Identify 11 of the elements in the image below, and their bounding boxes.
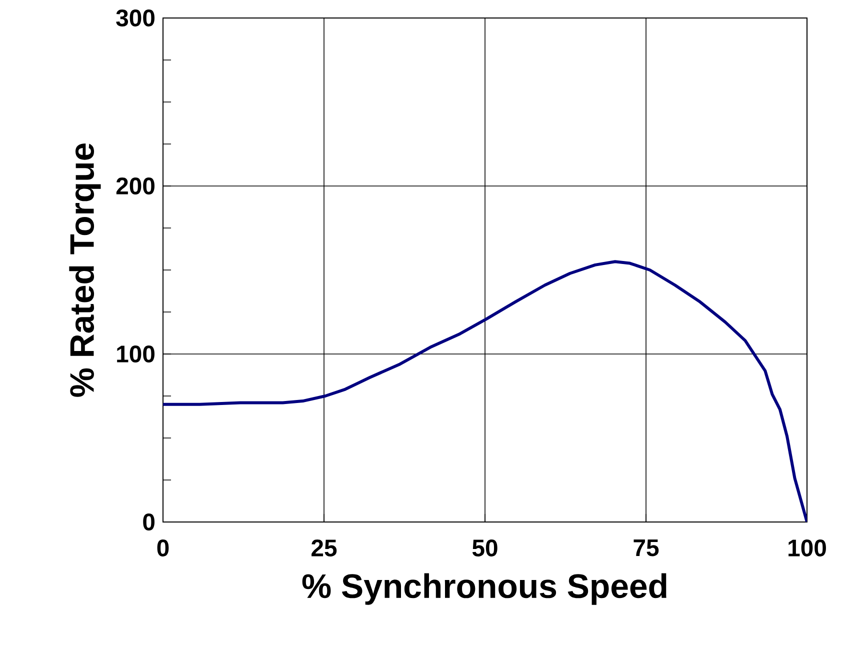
- y-tick-label: 200: [116, 178, 154, 194]
- x-tick-label: 0: [157, 540, 169, 556]
- y-axis-title: % Rated Torque: [69, 143, 101, 397]
- x-tick-label: 100: [788, 540, 826, 556]
- x-tick-label: 25: [312, 540, 337, 556]
- y-tick-label: 100: [117, 346, 154, 362]
- x-tick-label: 50: [472, 540, 498, 556]
- x-axis-title: % Synchronous Speed: [302, 573, 666, 605]
- y-tick-label: 0: [143, 514, 154, 530]
- x-tick-label: 75: [634, 540, 659, 556]
- y-tick-label: 300: [116, 10, 154, 26]
